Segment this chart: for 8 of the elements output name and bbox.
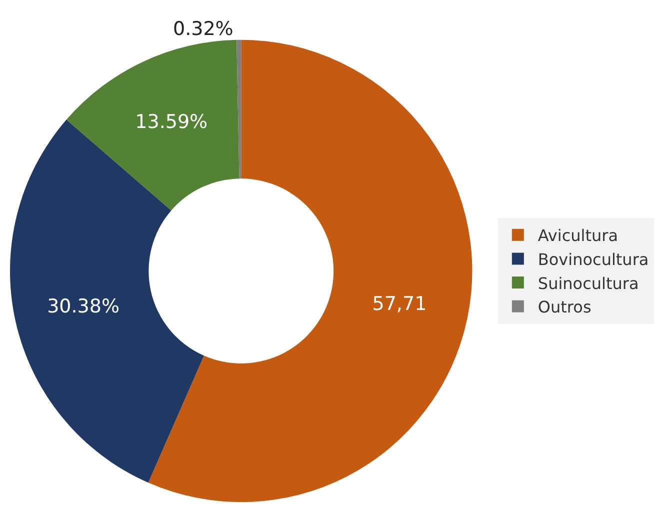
data-label: 0.32% — [172, 18, 234, 40]
data-label: 57,71 — [372, 293, 427, 316]
data-label: 30.38% — [47, 296, 120, 318]
legend-label: Suinocultura — [538, 274, 639, 293]
legend-label: Bovinocultura — [538, 250, 649, 269]
legend-label: Outros — [538, 298, 592, 317]
legend-label: Avicultura — [538, 226, 618, 246]
data-label: 13.59% — [135, 111, 208, 134]
